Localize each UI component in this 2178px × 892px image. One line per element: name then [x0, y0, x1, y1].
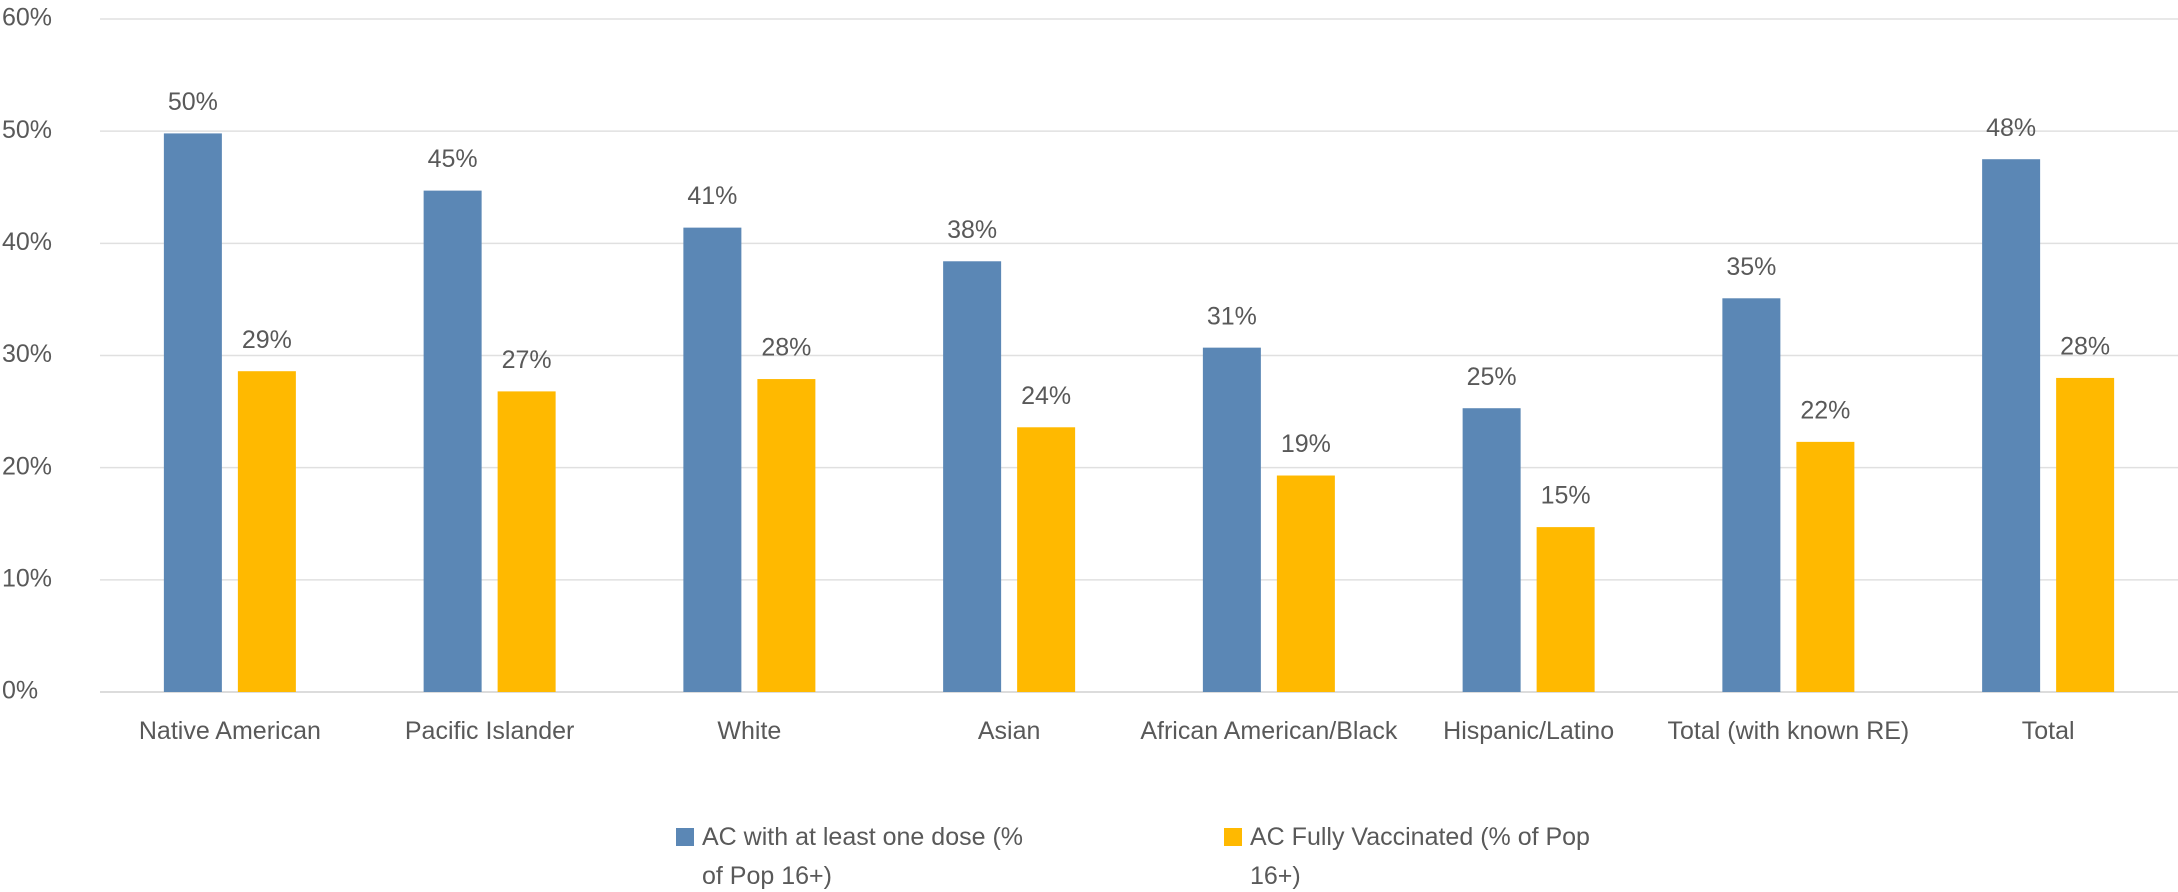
bar [1017, 427, 1076, 692]
y-tick-label: 0% [2, 677, 38, 705]
value-label: 45% [428, 145, 478, 173]
y-tick-label: 10% [2, 564, 52, 592]
legend-item: AC with at least one dose (% of Pop 16+) [676, 818, 1047, 892]
value-label: 29% [242, 326, 292, 354]
bar [2056, 377, 2115, 692]
bar [1722, 298, 1781, 692]
x-tick-label: Total (with known RE) [1667, 717, 1910, 745]
bar [1276, 475, 1335, 692]
value-label: 31% [1207, 302, 1257, 330]
legend-item: AC Fully Vaccinated (% of Pop 16+) [1224, 818, 1595, 892]
bar [423, 190, 482, 693]
bar [1462, 408, 1521, 692]
x-tick-label: White [717, 717, 782, 745]
legend-swatch [676, 828, 694, 846]
y-tick-label: 20% [2, 452, 52, 480]
y-tick-label: 60% [2, 4, 52, 32]
legend-label: AC Fully Vaccinated (% of Pop 16+) [1250, 823, 1590, 890]
bar [1202, 347, 1261, 692]
value-label: 35% [1726, 253, 1776, 281]
bar [163, 133, 222, 692]
value-label: 28% [761, 334, 811, 362]
y-tick-label: 40% [2, 228, 52, 256]
bar [1982, 159, 2041, 693]
value-label: 27% [502, 346, 552, 374]
bar [1796, 441, 1855, 692]
y-tick-label: 30% [2, 340, 52, 368]
value-label: 15% [1541, 482, 1591, 510]
x-tick-label: Asian [977, 717, 1041, 745]
legend-label: AC with at least one dose (% of Pop 16+) [702, 823, 1023, 890]
x-tick-label: African American/Black [1140, 717, 1398, 745]
bar [757, 379, 816, 692]
x-tick-label: Hispanic/Latino [1443, 717, 1615, 745]
x-tick-label: Pacific Islander [404, 717, 575, 745]
bar [683, 227, 742, 692]
value-label: 25% [1467, 363, 1517, 391]
value-label: 28% [2060, 333, 2110, 361]
bar [497, 391, 556, 692]
value-label: 50% [168, 88, 218, 116]
value-label: 19% [1281, 430, 1331, 458]
value-label: 38% [947, 216, 997, 244]
value-label: 48% [1986, 114, 2036, 142]
legend-swatch [1224, 828, 1242, 846]
value-label: 41% [687, 182, 737, 210]
bar [943, 261, 1002, 692]
bar [1536, 527, 1595, 692]
y-tick-label: 50% [2, 116, 52, 144]
x-tick-label: Total [2021, 717, 2075, 745]
value-label: 24% [1021, 382, 1071, 410]
bar [237, 371, 296, 692]
x-tick-label: Native American [138, 717, 321, 745]
value-label: 22% [1800, 396, 1850, 424]
